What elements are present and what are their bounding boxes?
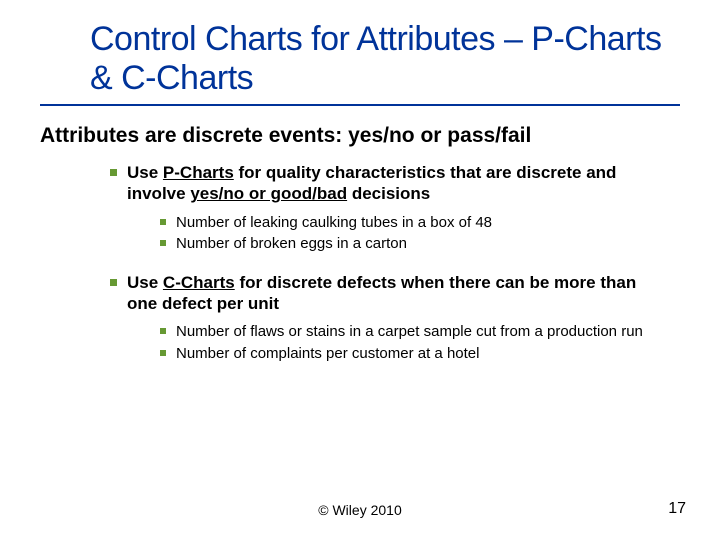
text-underline: yes/no or good/bad [190,184,347,203]
bullet-text: Number of leaking caulking tubes in a bo… [176,213,492,233]
list-item: Number of broken eggs in a carton [160,234,650,254]
footer-copyright: © Wiley 2010 [0,502,720,518]
text-underline: C-Charts [163,273,235,292]
slide-subhead: Attributes are discrete events: yes/no o… [40,124,680,148]
page-number: 17 [668,500,686,518]
spacer [40,256,680,272]
list-item: Number of complaints per customer at a h… [160,344,650,364]
list-item: Number of leaking caulking tubes in a bo… [160,213,650,233]
slide: Control Charts for Attributes – P-Charts… [0,0,720,540]
slide-title: Control Charts for Attributes – P-Charts… [90,20,680,98]
bullet-text: Use P-Charts for quality characteristics… [127,162,660,205]
bullet-text: Number of complaints per customer at a h… [176,344,479,364]
list-item: Use P-Charts for quality characteristics… [110,162,660,205]
square-bullet-icon [160,328,166,334]
square-bullet-icon [110,169,117,176]
bullet-text: Use C-Charts for discrete defects when t… [127,272,660,315]
list-item: Use C-Charts for discrete defects when t… [110,272,660,315]
title-rule [40,104,680,106]
text-run: Use [127,163,163,182]
square-bullet-icon [110,279,117,286]
bullet-text: Number of flaws or stains in a carpet sa… [176,322,643,342]
square-bullet-icon [160,350,166,356]
text-run: Use [127,273,163,292]
list-item: Number of flaws or stains in a carpet sa… [160,322,650,342]
bullet-text: Number of broken eggs in a carton [176,234,407,254]
square-bullet-icon [160,240,166,246]
text-underline: P-Charts [163,163,234,182]
square-bullet-icon [160,219,166,225]
text-run: decisions [347,184,430,203]
